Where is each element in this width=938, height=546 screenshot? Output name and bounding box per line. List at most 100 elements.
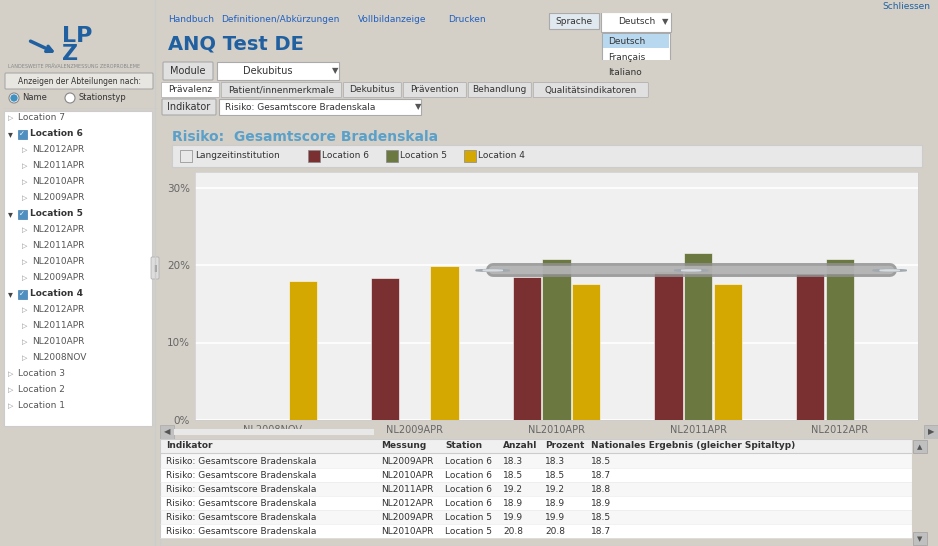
- FancyBboxPatch shape: [160, 425, 174, 439]
- FancyBboxPatch shape: [308, 150, 320, 162]
- FancyBboxPatch shape: [163, 62, 213, 80]
- FancyBboxPatch shape: [534, 82, 648, 98]
- FancyBboxPatch shape: [386, 150, 398, 162]
- Text: Location 5: Location 5: [30, 210, 83, 218]
- Text: 18.3: 18.3: [545, 456, 565, 466]
- Text: Patient/innenmerkmale: Patient/innenmerkmale: [228, 86, 335, 94]
- FancyBboxPatch shape: [180, 150, 192, 162]
- Text: Location 2: Location 2: [18, 385, 65, 395]
- Text: NL2008NOV: NL2008NOV: [32, 353, 86, 363]
- Text: Risiko: Gesamtscore Bradenskala: Risiko: Gesamtscore Bradenskala: [166, 456, 316, 466]
- Text: ▷: ▷: [8, 403, 13, 409]
- Text: Qualitätsindikatoren: Qualitätsindikatoren: [545, 86, 637, 94]
- Text: 20.8: 20.8: [503, 526, 523, 536]
- Text: Dekubitus: Dekubitus: [350, 86, 395, 94]
- Circle shape: [681, 270, 701, 271]
- Text: Indikator: Indikator: [166, 442, 213, 450]
- Text: ▷: ▷: [22, 179, 27, 185]
- Text: ▼: ▼: [662, 17, 669, 27]
- Text: Location 6: Location 6: [323, 151, 370, 161]
- Text: NL2011APR: NL2011APR: [32, 322, 84, 330]
- Text: Nationales Ergebnis (gleicher Spitaltyp): Nationales Ergebnis (gleicher Spitaltyp): [591, 442, 795, 450]
- Bar: [160, 510, 912, 524]
- Text: 18.9: 18.9: [591, 498, 612, 507]
- Text: ▼: ▼: [415, 103, 421, 111]
- Text: Location 7: Location 7: [18, 114, 65, 122]
- Text: Location 6: Location 6: [445, 498, 492, 507]
- Text: NL2012APR: NL2012APR: [381, 498, 433, 507]
- FancyBboxPatch shape: [221, 82, 341, 98]
- Text: 19.2: 19.2: [545, 484, 565, 494]
- FancyBboxPatch shape: [924, 425, 938, 439]
- Text: Location 6: Location 6: [445, 456, 492, 466]
- Text: Risiko: Gesamtscore Bradenskala: Risiko: Gesamtscore Bradenskala: [166, 498, 316, 507]
- FancyBboxPatch shape: [913, 440, 927, 453]
- Bar: [371, 278, 400, 420]
- FancyBboxPatch shape: [161, 82, 219, 98]
- FancyBboxPatch shape: [162, 99, 216, 115]
- Bar: [160, 468, 912, 482]
- Text: ✓: ✓: [19, 211, 25, 217]
- Text: Prävention: Prävention: [411, 86, 460, 94]
- FancyBboxPatch shape: [463, 150, 476, 162]
- Text: NL2012APR: NL2012APR: [32, 306, 84, 314]
- Text: 19.9: 19.9: [545, 513, 565, 521]
- Text: NL2009APR: NL2009APR: [32, 274, 84, 282]
- Text: Deutsch: Deutsch: [618, 17, 656, 27]
- Text: 18.9: 18.9: [545, 498, 565, 507]
- FancyBboxPatch shape: [18, 210, 27, 219]
- Text: 18.5: 18.5: [503, 471, 523, 479]
- Text: Risiko: Gesamtscore Bradenskala: Risiko: Gesamtscore Bradenskala: [166, 513, 316, 521]
- Text: Dekubitus: Dekubitus: [243, 66, 293, 76]
- Bar: [160, 496, 912, 510]
- Text: LP: LP: [62, 26, 92, 46]
- Text: Behandlung: Behandlung: [473, 86, 527, 94]
- Text: ▷: ▷: [22, 307, 27, 313]
- Text: ▾: ▾: [8, 209, 13, 219]
- Text: NL2011APR: NL2011APR: [32, 162, 84, 170]
- Text: Station: Station: [445, 442, 482, 450]
- Text: Handbuch: Handbuch: [168, 15, 214, 25]
- Text: ▷: ▷: [22, 195, 27, 201]
- Text: 18.5: 18.5: [545, 471, 565, 479]
- Text: ▶: ▶: [928, 428, 934, 436]
- FancyBboxPatch shape: [18, 290, 27, 299]
- Text: NL2010APR: NL2010APR: [381, 526, 433, 536]
- Text: Risiko: Gesamtscore Bradenskala: Risiko: Gesamtscore Bradenskala: [166, 526, 316, 536]
- Text: ◀: ◀: [164, 428, 171, 436]
- Text: ▷: ▷: [22, 227, 27, 233]
- Circle shape: [674, 270, 708, 271]
- Text: Location 6: Location 6: [445, 471, 492, 479]
- Text: NL2010APR: NL2010APR: [381, 471, 433, 479]
- Text: ▷: ▷: [22, 259, 27, 265]
- FancyBboxPatch shape: [172, 145, 922, 167]
- Text: NL2009APR: NL2009APR: [381, 456, 433, 466]
- Text: 18.5: 18.5: [591, 513, 612, 521]
- Circle shape: [65, 93, 75, 103]
- FancyBboxPatch shape: [174, 429, 374, 435]
- Text: NL2012APR: NL2012APR: [32, 225, 84, 234]
- Text: Location 4: Location 4: [30, 289, 83, 299]
- FancyBboxPatch shape: [602, 33, 670, 95]
- Text: NL2010APR: NL2010APR: [32, 258, 84, 266]
- Text: NL2009APR: NL2009APR: [381, 513, 433, 521]
- Text: Name: Name: [22, 93, 47, 103]
- FancyBboxPatch shape: [468, 82, 531, 98]
- FancyBboxPatch shape: [219, 99, 421, 115]
- Text: Z: Z: [62, 44, 78, 64]
- Text: Location 4: Location 4: [478, 151, 525, 161]
- Text: ▷: ▷: [22, 355, 27, 361]
- FancyBboxPatch shape: [343, 82, 401, 98]
- Text: Langzeitinstitution: Langzeitinstitution: [195, 151, 280, 161]
- Text: Location 3: Location 3: [18, 370, 65, 378]
- Text: 18.9: 18.9: [503, 498, 523, 507]
- FancyBboxPatch shape: [151, 257, 159, 279]
- Bar: [655, 271, 683, 420]
- Circle shape: [476, 270, 509, 271]
- Text: Drucken: Drucken: [448, 15, 486, 25]
- Text: Location 5: Location 5: [401, 151, 447, 161]
- Text: 18.8: 18.8: [591, 484, 612, 494]
- Text: ▷: ▷: [22, 339, 27, 345]
- Text: NL2009APR: NL2009APR: [32, 193, 84, 203]
- Text: Location 5: Location 5: [445, 513, 492, 521]
